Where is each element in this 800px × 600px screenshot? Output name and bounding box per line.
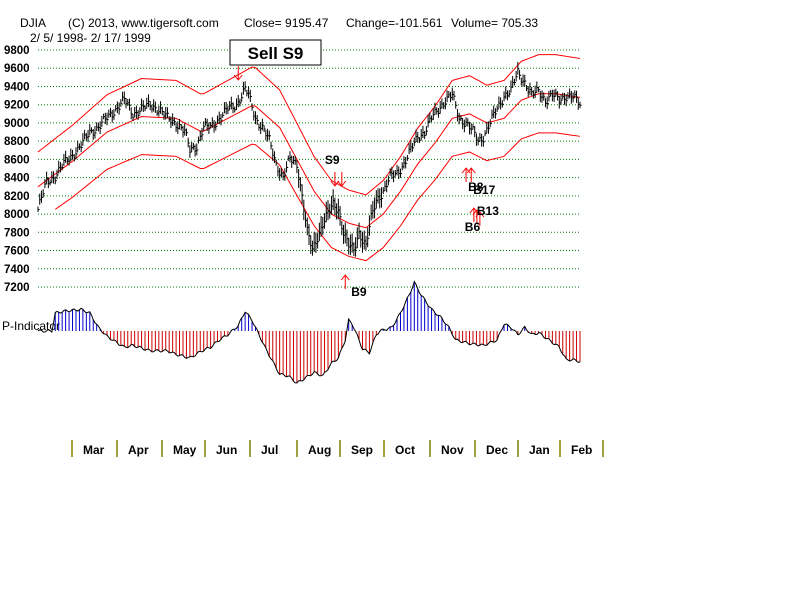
- sell-signal-box-frame: [229, 39, 322, 66]
- y-tick-label: 9600: [4, 63, 30, 75]
- header-date-range: 2/ 5/ 1998- 2/ 17/ 1999: [30, 31, 151, 45]
- price-bars: [37, 61, 582, 257]
- month-label: Aug: [308, 443, 331, 457]
- month-axis: Mar Apr May Jun Jul Aug Sep Oct Nov Dec Jan Feb: [71, 440, 604, 457]
- y-tick-label: 8000: [4, 209, 30, 221]
- buy-marker-label: B13: [477, 204, 499, 218]
- header: DJIA (C) 2013, www.tigersoft.com Close= …: [20, 16, 538, 45]
- buy-marker-label: B6: [465, 220, 481, 234]
- y-tick-label: 8600: [4, 154, 30, 166]
- buy-marker-label: B8: [468, 180, 484, 194]
- month-label: Oct: [395, 443, 415, 457]
- upper-band: [37, 54, 581, 196]
- month-label: Jan: [529, 443, 550, 457]
- month-label: Mar: [83, 443, 105, 457]
- month-label: Nov: [441, 443, 464, 457]
- header-copyright: (C) 2013, www.tigersoft.com: [68, 16, 219, 30]
- sell-arrow: [330, 172, 340, 187]
- grid: [38, 49, 580, 288]
- header-change: Change=-101.561: [346, 16, 443, 30]
- month-label: Dec: [486, 443, 508, 457]
- header-close: Close= 9195.47: [244, 16, 329, 30]
- buy-arrow: [475, 211, 485, 226]
- month-label: May: [173, 443, 197, 457]
- middle-band: [37, 93, 581, 229]
- header-symbol: DJIA: [20, 16, 46, 30]
- y-tick-label: 8800: [4, 136, 30, 148]
- header-volume: Volume= 705.33: [451, 16, 538, 30]
- indicator-label: P-Indicator: [2, 319, 60, 333]
- y-tick-label: 8400: [4, 173, 30, 185]
- y-tick-label: 8200: [4, 191, 30, 203]
- y-tick-label: 7600: [4, 246, 30, 258]
- month-label: Sep: [351, 443, 373, 457]
- sell-signal-box: Sell S9: [229, 39, 322, 66]
- y-tick-label: 7800: [4, 227, 30, 239]
- sell-arrow: [233, 66, 243, 81]
- buy-marker-label: B9: [351, 285, 367, 299]
- indicator-line: [37, 280, 581, 384]
- month-label: Jul: [261, 443, 278, 457]
- y-tick-label: 7400: [4, 264, 30, 276]
- y-tick-labels: 9800 9600 9400 9200 9000 8800 8600 8400 8200 8000…: [4, 45, 30, 294]
- sell-marker-label: S9: [325, 153, 340, 167]
- sell-arrow: [337, 172, 347, 187]
- sell-signal-box-label: Sell S9: [248, 44, 304, 63]
- buy-arrow: [466, 167, 476, 182]
- lower-band: [54, 132, 581, 262]
- y-tick-label: 9200: [4, 100, 30, 112]
- bollinger-bands: [37, 54, 581, 262]
- y-tick-label: 9000: [4, 118, 30, 130]
- p-indicator: [37, 280, 581, 384]
- y-tick-label: 7200: [4, 282, 30, 294]
- y-tick-label: 9400: [4, 81, 30, 93]
- month-label: Jun: [216, 443, 237, 457]
- buy-arrow: [340, 274, 350, 289]
- buy-marker-label: B17: [473, 183, 495, 197]
- month-label: Apr: [128, 443, 149, 457]
- y-tick-label: 9800: [4, 45, 30, 57]
- month-label: Feb: [571, 443, 592, 457]
